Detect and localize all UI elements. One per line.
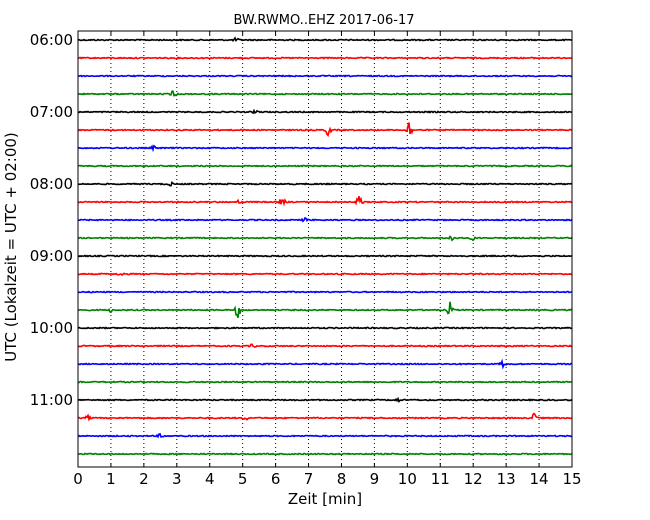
x-tick-label: 6	[271, 470, 281, 488]
y-tick-label: 08:00	[30, 175, 73, 193]
trace-0845	[77, 235, 573, 242]
x-tick-label: 2	[139, 470, 149, 488]
trace-1000	[77, 326, 573, 330]
trace-0645	[77, 90, 573, 97]
x-tick-label: 1	[106, 470, 116, 488]
chart-title: BW.RWMO..EHZ 2017-06-17	[233, 13, 414, 28]
y-tick-label: 09:00	[30, 247, 73, 265]
y-tick-label: 06:00	[30, 31, 73, 49]
trace-0900	[77, 254, 573, 258]
x-tick-label: 11	[431, 470, 450, 488]
trace-0815	[77, 196, 573, 207]
x-tick-label: 3	[172, 470, 182, 488]
trace-0730	[77, 144, 572, 153]
trace-1130	[77, 432, 573, 439]
x-tick-label: 7	[304, 470, 314, 488]
trace-0800	[77, 181, 573, 187]
x-tick-label: 13	[497, 470, 516, 488]
x-tick-label: 14	[530, 470, 549, 488]
plot-frame	[77, 30, 573, 468]
trace-0930	[77, 290, 573, 294]
x-tick-label: 9	[370, 470, 380, 488]
x-tick-label: 4	[205, 470, 215, 488]
x-tick-label: 0	[73, 470, 83, 488]
trace-0615	[77, 56, 573, 60]
x-tick-label: 5	[238, 470, 248, 488]
trace-0830	[77, 216, 573, 223]
x-axis-label: Zeit [min]	[288, 490, 362, 508]
trace-0630	[77, 74, 573, 78]
trace-1115	[77, 412, 573, 422]
trace-1100	[77, 396, 573, 404]
trace-1030	[77, 358, 573, 370]
trace-1015	[77, 343, 573, 348]
y-tick-label: 07:00	[30, 103, 73, 121]
trace-layer	[77, 36, 573, 456]
y-tick-label: 10:00	[30, 319, 73, 337]
trace-0945	[77, 301, 573, 319]
trace-1145	[77, 452, 573, 456]
x-tick-label: 8	[337, 470, 347, 488]
trace-0600	[77, 36, 573, 43]
trace-0700	[77, 108, 573, 115]
x-tick-label: 10	[398, 470, 417, 488]
trace-0715	[77, 122, 573, 138]
y-tick-label: 11:00	[30, 391, 73, 409]
y-axis-label: UTC (Lokalzeit = UTC + 02:00)	[2, 132, 20, 362]
x-tick-label: 15	[562, 470, 581, 488]
trace-0915	[77, 272, 573, 277]
trace-0745	[77, 164, 573, 168]
grid-layer	[110, 31, 540, 467]
trace-1045	[77, 380, 573, 384]
x-tick-label: 12	[464, 470, 483, 488]
tick-layer: 0 1 2 3 4 5 6 7 8 9 10 11 12 13 14 1506:0007:0008:0009:…	[30, 31, 582, 488]
